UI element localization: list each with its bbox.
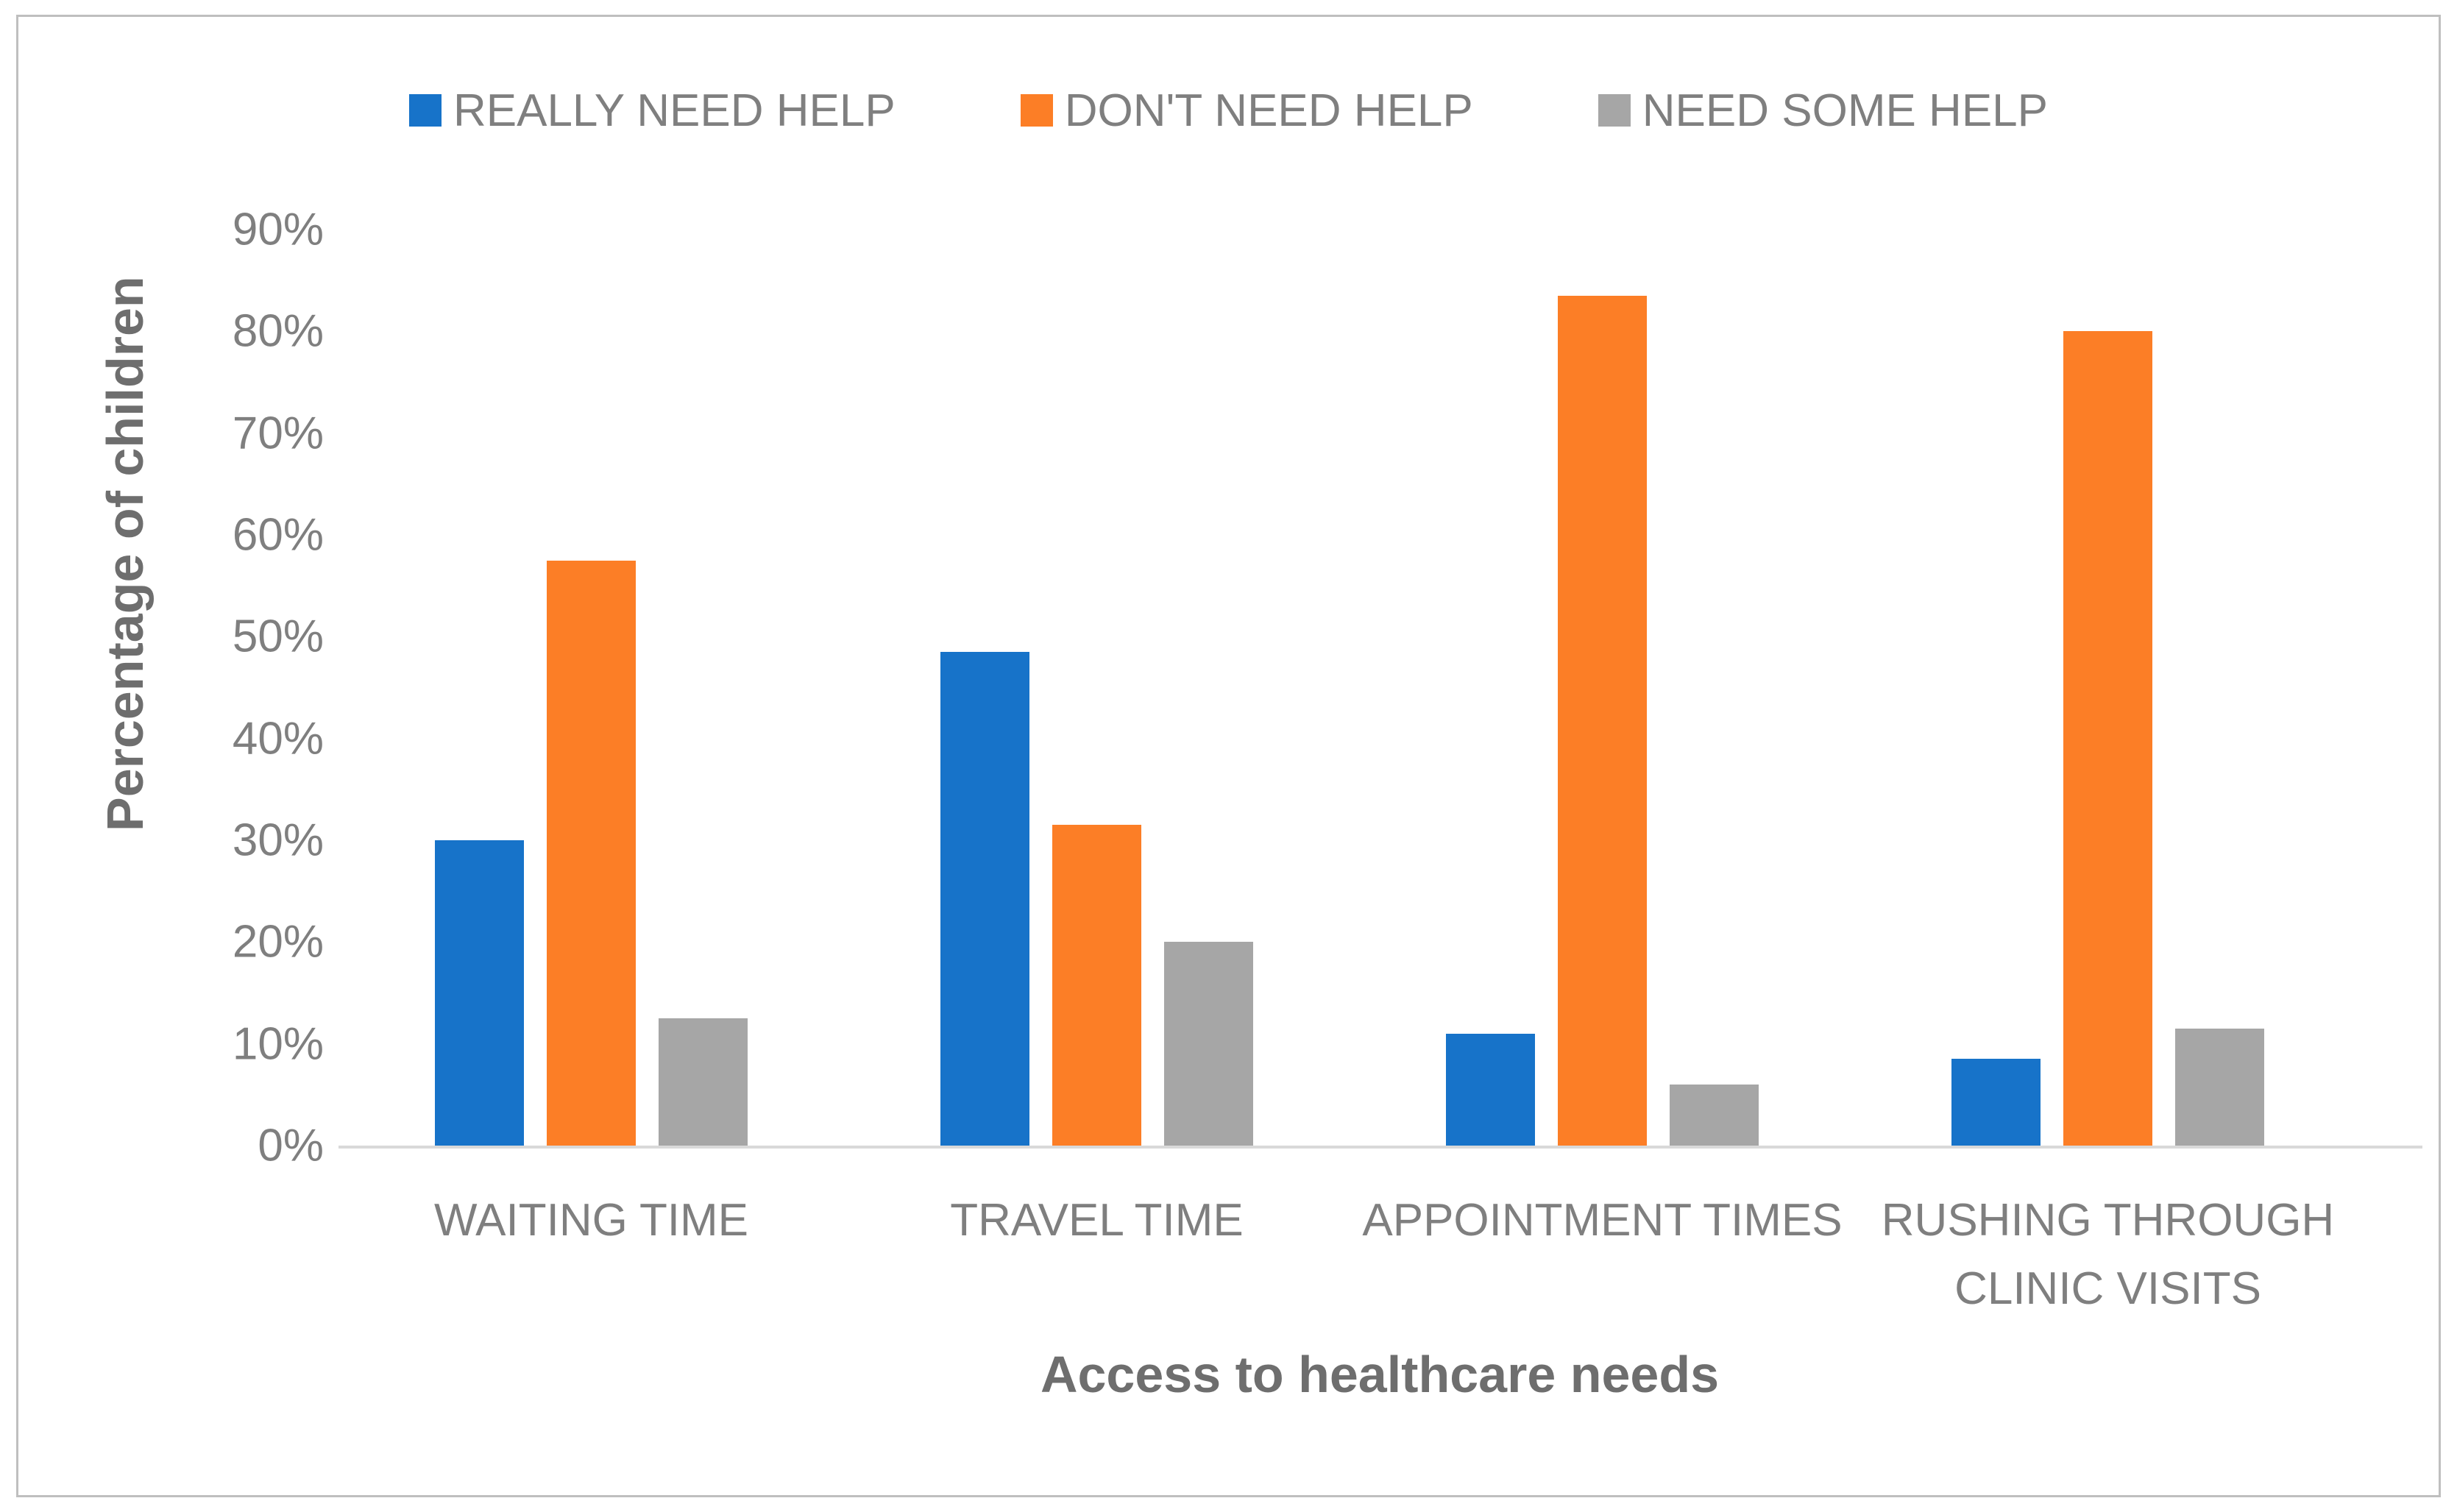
legend-label: DON'T NEED HELP (1064, 85, 1473, 136)
y-tick-label: 40% (232, 713, 324, 764)
y-tick-label: 20% (232, 916, 324, 968)
bar-orange (1558, 296, 1647, 1146)
bar-blue (435, 840, 524, 1146)
bar-gray (659, 1018, 748, 1146)
bar-gray (1164, 942, 1253, 1146)
y-tick-label: 10% (232, 1018, 324, 1070)
x-category-label: RUSHING THROUGH CLINIC VISITS (1881, 1195, 2335, 1314)
bar-blue (1446, 1034, 1535, 1146)
y-tick-label: 90% (232, 204, 324, 255)
bar-gray (1670, 1085, 1759, 1146)
y-tick-label: 80% (232, 305, 324, 357)
legend-item: REALLY NEED HELP (408, 85, 896, 137)
y-tick-label: 30% (232, 814, 324, 866)
bar-gray (2175, 1029, 2264, 1146)
chart-border (16, 15, 2441, 1497)
x-category-label: TRAVEL TIME (950, 1195, 1244, 1246)
legend-swatch-icon (1020, 94, 1053, 127)
bar-orange (1052, 825, 1141, 1146)
y-tick-label: 50% (232, 611, 324, 662)
legend-swatch-icon (1598, 94, 1631, 127)
chart-legend: REALLY NEED HELP DON'T NEED HELP NEED SOME… (0, 74, 2457, 147)
y-tick-label: 70% (232, 408, 324, 459)
y-tick-label: 60% (232, 509, 324, 561)
legend-item: NEED SOME HELP (1598, 85, 2048, 137)
legend-label: REALLY NEED HELP (453, 85, 896, 136)
bar-orange (2063, 331, 2152, 1146)
x-category-label: WAITING TIME (433, 1195, 749, 1246)
legend-swatch-icon (408, 94, 442, 127)
bar-orange (547, 561, 636, 1146)
x-axis-line (338, 1146, 2422, 1149)
x-category-label: APPOINTMENT TIMES (1362, 1195, 1843, 1246)
legend-item: DON'T NEED HELP (1020, 85, 1473, 137)
bar-blue (940, 652, 1029, 1146)
y-tick-label: 0% (258, 1120, 324, 1171)
x-axis-title: Access to healthcare needs (1040, 1346, 1720, 1403)
legend-label: NEED SOME HELP (1642, 85, 2049, 136)
bar-blue (1951, 1059, 2041, 1146)
